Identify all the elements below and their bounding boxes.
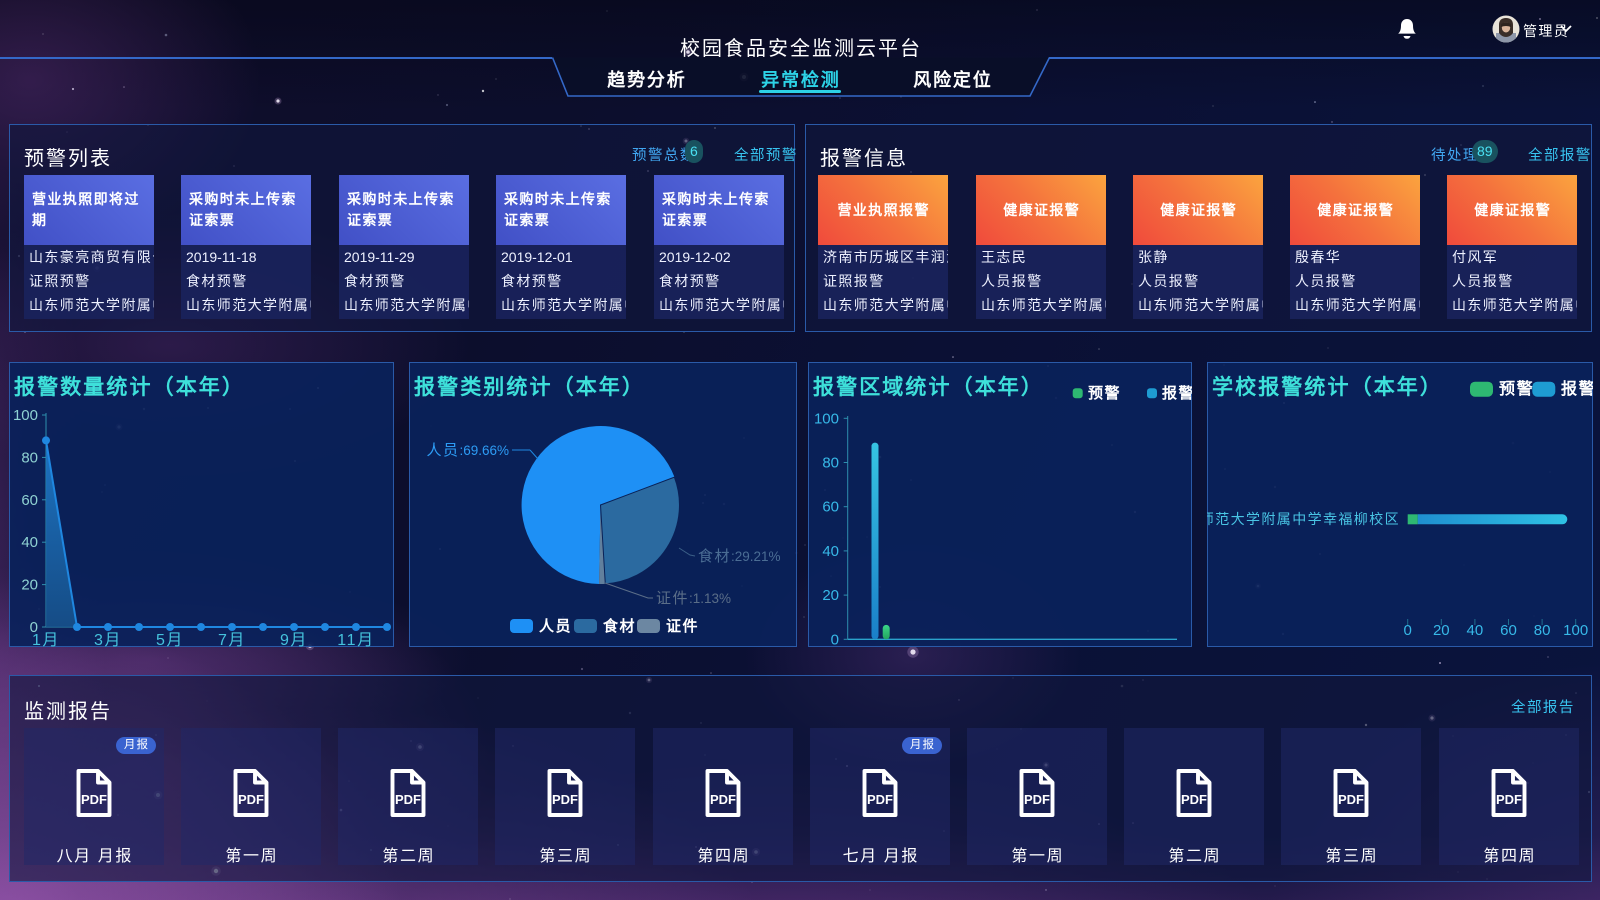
svg-text:100: 100: [814, 410, 839, 427]
svg-text:5月: 5月: [156, 632, 184, 647]
svg-text:0: 0: [1404, 622, 1412, 639]
svg-text:PDF: PDF: [710, 792, 736, 807]
svg-text:人员: 人员: [539, 618, 572, 635]
svg-text:80: 80: [21, 449, 38, 466]
svg-text:PDF: PDF: [395, 792, 421, 807]
svg-text:PDF: PDF: [238, 792, 264, 807]
svg-text:PDF: PDF: [81, 792, 107, 807]
svg-text:60: 60: [1500, 622, 1517, 639]
svg-text:11月: 11月: [337, 632, 374, 647]
svg-text:20: 20: [21, 577, 38, 594]
svg-text:食材:29.21%: 食材:29.21%: [698, 548, 781, 565]
svg-text:0: 0: [30, 619, 38, 636]
svg-text:证件: 证件: [666, 617, 699, 635]
svg-text:60: 60: [21, 492, 38, 509]
svg-text:9月: 9月: [280, 632, 308, 647]
svg-text:报警: 报警: [1162, 384, 1192, 402]
svg-text:人员:69.66%: 人员:69.66%: [426, 442, 509, 459]
svg-text:40: 40: [822, 543, 839, 560]
svg-text:80: 80: [1534, 622, 1551, 639]
svg-text:PDF: PDF: [1024, 792, 1050, 807]
svg-text:PDF: PDF: [1496, 792, 1522, 807]
svg-text:报警: 报警: [1561, 379, 1593, 398]
svg-text:40: 40: [1467, 622, 1484, 639]
svg-text:80: 80: [822, 455, 839, 472]
svg-text:食材: 食材: [603, 617, 636, 635]
svg-text:PDF: PDF: [867, 792, 893, 807]
svg-text:100: 100: [1563, 622, 1588, 639]
svg-text:PDF: PDF: [552, 792, 578, 807]
svg-text:100: 100: [13, 407, 38, 424]
svg-text:预警: 预警: [1499, 379, 1534, 398]
svg-text:3月: 3月: [94, 632, 122, 647]
svg-text:40: 40: [21, 534, 38, 551]
svg-text:山东师范大学附属中学幸福柳校区: 山东师范大学附属中学幸福柳校区: [1207, 511, 1400, 527]
svg-text:PDF: PDF: [1181, 792, 1207, 807]
svg-text:20: 20: [822, 587, 839, 604]
svg-text:7月: 7月: [218, 632, 246, 647]
svg-text:20: 20: [1433, 622, 1450, 639]
svg-text:PDF: PDF: [1338, 792, 1364, 807]
svg-text:60: 60: [822, 499, 839, 516]
svg-text:预警: 预警: [1088, 384, 1121, 402]
svg-text:1月: 1月: [32, 632, 60, 647]
svg-text:证件:1.13%: 证件:1.13%: [656, 590, 731, 607]
svg-text:0: 0: [831, 631, 839, 647]
